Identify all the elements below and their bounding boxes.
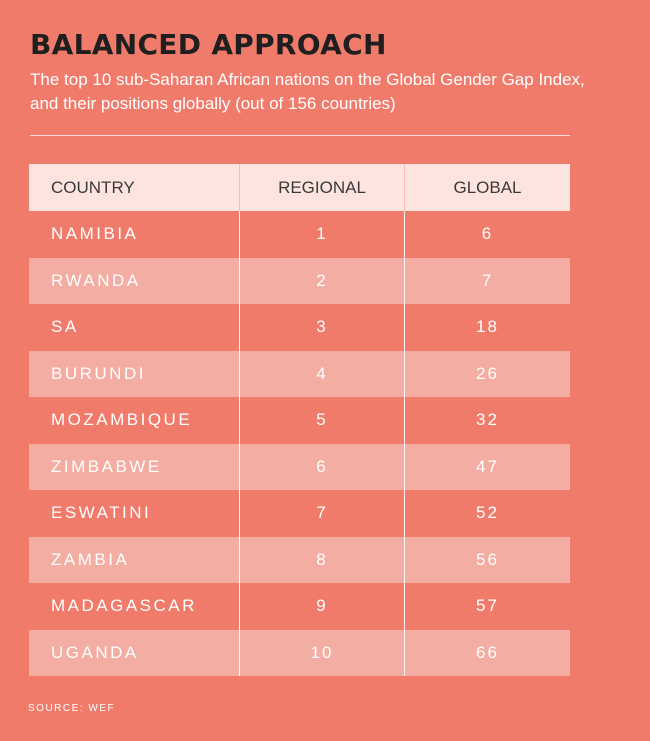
global-rank-cell: 7 bbox=[404, 257, 570, 304]
country-cell: ZIMBABWE bbox=[51, 456, 162, 476]
global-rank-cell: 52 bbox=[404, 490, 570, 537]
ranking-table: COUNTRY REGIONAL GLOBAL NAMIBIA 1 6 RWANDA 2… bbox=[29, 164, 570, 676]
country-cell: ESWATINI bbox=[51, 503, 152, 523]
source-note: SOURCE: WEF bbox=[28, 703, 116, 714]
global-rank-cell: 6 bbox=[404, 211, 570, 258]
table-row: BURUNDI 4 26 bbox=[29, 350, 570, 397]
country-cell: BURUNDI bbox=[51, 363, 146, 383]
table-row: UGANDA 10 66 bbox=[29, 629, 570, 676]
table-row: ZAMBIA 8 56 bbox=[29, 536, 570, 583]
global-rank-cell: 57 bbox=[404, 583, 570, 630]
table-row: ESWATINI 7 52 bbox=[29, 490, 570, 537]
regional-rank-cell: 5 bbox=[239, 397, 404, 444]
table-body: NAMIBIA 1 6 RWANDA 2 7 SA 3 18 BURUNDI 4 26 MOZAMBIQ… bbox=[29, 211, 570, 676]
country-cell: RWANDA bbox=[51, 270, 141, 290]
regional-rank-cell: 1 bbox=[239, 211, 404, 258]
column-header-global: GLOBAL bbox=[404, 164, 570, 211]
regional-rank-cell: 4 bbox=[239, 350, 404, 397]
global-rank-cell: 32 bbox=[404, 397, 570, 444]
global-rank-cell: 26 bbox=[404, 350, 570, 397]
country-cell: MOZAMBIQUE bbox=[51, 410, 193, 430]
divider bbox=[30, 135, 570, 136]
regional-rank-cell: 3 bbox=[239, 304, 404, 351]
regional-rank-cell: 9 bbox=[239, 583, 404, 630]
country-cell: NAMIBIA bbox=[51, 224, 139, 244]
table-row: ZIMBABWE 6 47 bbox=[29, 443, 570, 490]
table-row: MADAGASCAR 9 57 bbox=[29, 583, 570, 630]
country-cell: MADAGASCAR bbox=[51, 596, 197, 616]
table-row: NAMIBIA 1 6 bbox=[29, 211, 570, 258]
global-rank-cell: 47 bbox=[404, 443, 570, 490]
regional-rank-cell: 8 bbox=[239, 536, 404, 583]
table-row: MOZAMBIQUE 5 32 bbox=[29, 397, 570, 444]
country-cell: SA bbox=[51, 317, 79, 337]
global-rank-cell: 56 bbox=[404, 536, 570, 583]
global-rank-cell: 66 bbox=[404, 629, 570, 676]
country-cell: UGANDA bbox=[51, 642, 139, 662]
column-header-country: COUNTRY bbox=[51, 177, 135, 197]
regional-rank-cell: 2 bbox=[239, 257, 404, 304]
page-subtitle: The top 10 sub-Saharan African nations o… bbox=[30, 70, 585, 113]
page-title: BALANCED APPROACH bbox=[30, 28, 387, 61]
column-header-regional: REGIONAL bbox=[239, 164, 404, 211]
table-row: SA 3 18 bbox=[29, 304, 570, 351]
global-rank-cell: 18 bbox=[404, 304, 570, 351]
table-header-row: COUNTRY REGIONAL GLOBAL bbox=[29, 164, 570, 211]
table-row: RWANDA 2 7 bbox=[29, 257, 570, 304]
regional-rank-cell: 6 bbox=[239, 443, 404, 490]
regional-rank-cell: 7 bbox=[239, 490, 404, 537]
country-cell: ZAMBIA bbox=[51, 549, 130, 569]
regional-rank-cell: 10 bbox=[239, 629, 404, 676]
